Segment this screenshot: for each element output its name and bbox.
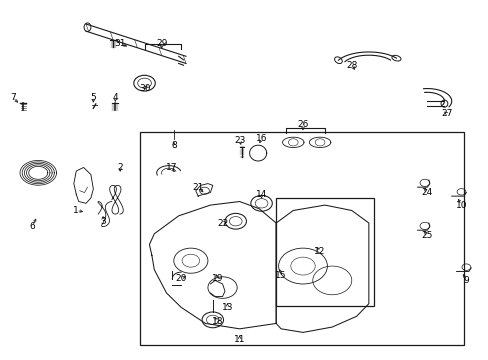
Text: 27: 27 <box>440 109 451 118</box>
Text: 21: 21 <box>192 183 203 192</box>
Text: 10: 10 <box>455 201 466 210</box>
Text: 22: 22 <box>217 219 228 228</box>
Text: 29: 29 <box>156 39 167 48</box>
Text: 17: 17 <box>165 163 177 172</box>
Text: 25: 25 <box>421 231 432 240</box>
Text: 1: 1 <box>73 206 79 215</box>
Text: 16: 16 <box>255 134 267 143</box>
Text: 20: 20 <box>175 274 186 283</box>
Text: 31: 31 <box>114 39 125 48</box>
Text: 3: 3 <box>100 217 106 226</box>
Text: 6: 6 <box>29 222 35 231</box>
Text: 9: 9 <box>463 276 468 285</box>
Bar <box>140 132 463 345</box>
Text: 30: 30 <box>139 84 150 93</box>
Text: 4: 4 <box>112 93 118 102</box>
Text: 5: 5 <box>90 93 96 102</box>
Text: 8: 8 <box>171 141 176 150</box>
Text: 14: 14 <box>255 190 267 199</box>
Text: 18: 18 <box>211 317 223 326</box>
Bar <box>276 198 373 306</box>
Text: 28: 28 <box>346 61 357 70</box>
Text: 7: 7 <box>10 93 16 102</box>
Text: 13: 13 <box>221 303 233 312</box>
Text: 26: 26 <box>297 120 308 129</box>
Text: 11: 11 <box>233 335 245 344</box>
Text: 12: 12 <box>314 247 325 256</box>
Text: 2: 2 <box>117 163 122 172</box>
Text: 23: 23 <box>233 136 245 145</box>
Text: 19: 19 <box>211 274 223 283</box>
Text: 15: 15 <box>275 270 286 279</box>
Text: 24: 24 <box>421 188 432 197</box>
